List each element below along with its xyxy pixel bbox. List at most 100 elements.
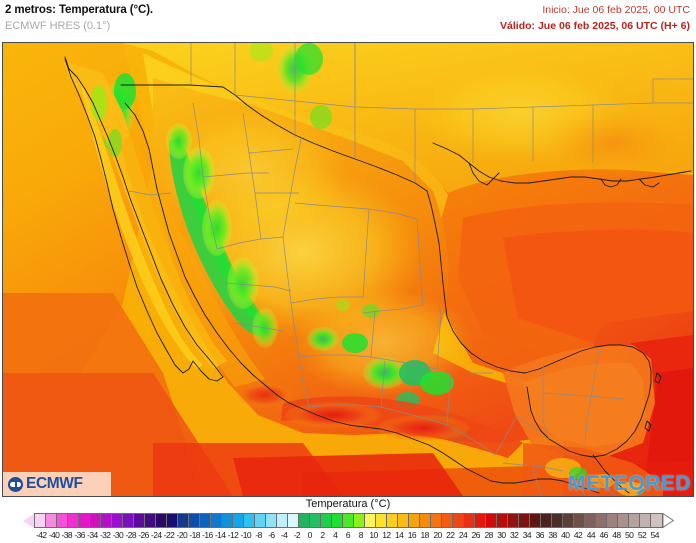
colorbar-swatch: [573, 514, 585, 527]
colorbar-tick-label: 38: [548, 530, 557, 540]
colorbar-tick-label: -28: [125, 530, 136, 540]
colorbar-tick-label: -6: [268, 530, 275, 540]
colorbar-tick-label: 26: [471, 530, 481, 540]
colorbar-swatch: [144, 514, 156, 527]
colorbar-swatch: [287, 514, 299, 527]
colorbar-swatch: [78, 514, 90, 527]
colorbar-swatch: [540, 514, 552, 527]
colorbar-swatch: [397, 514, 409, 527]
colorbar-tick-label: 0: [307, 530, 313, 540]
colorbar-tick-label: -12: [227, 530, 239, 540]
colorbar-swatch: [309, 514, 321, 527]
colorbar-swatch: [650, 514, 662, 527]
colorbar-swatch: [45, 514, 57, 527]
colorbar-tick-label: 30: [497, 530, 506, 540]
colorbar-tick-label: 34: [522, 530, 532, 540]
colorbar-tick-label: -18: [189, 530, 200, 540]
header-right-block: Inicio: Jue 06 feb 2025, 00 UTC Válido: …: [500, 3, 690, 33]
map-svg: [3, 43, 693, 496]
colorbar-swatches: [33, 513, 663, 528]
colorbar-swatch: [111, 514, 123, 527]
colorbar-swatch: [331, 514, 343, 527]
colorbar-tick-label: -40: [48, 530, 60, 540]
init-time-label: Inicio: Jue 06 feb 2025, 00 UTC: [542, 4, 690, 16]
colorbar-swatch: [100, 514, 112, 527]
colorbar-tick-label: -38: [61, 530, 73, 540]
colorbar-tick-label: -14: [214, 530, 226, 540]
colorbar-swatch: [188, 514, 200, 527]
colorbar-swatch: [342, 514, 354, 527]
colorbar-tick-label: 42: [573, 530, 583, 540]
ecmwf-logo-text: ECMWF: [26, 475, 83, 492]
colorbar-swatch: [133, 514, 145, 527]
colorbar-swatch: [485, 514, 497, 527]
colorbar-tick-label: 28: [484, 530, 493, 540]
colorbar-tick-label: 44: [586, 530, 596, 540]
colorbar-tick-label: -42: [36, 530, 47, 540]
colorbar-tick-label: 32: [510, 530, 519, 540]
colorbar-swatch: [584, 514, 596, 527]
map-frame[interactable]: ECMWF METEORED: [2, 42, 694, 497]
colorbar-swatch: [529, 514, 541, 527]
colorbar: Temperatura (°C) -42 -40 -38 -36 -34 -32 -30 -2…: [0, 497, 696, 543]
colorbar-swatch: [353, 514, 365, 527]
colorbar-swatch: [507, 514, 519, 527]
header-left-block: 2 metros: Temperatura (°C). ECMWF HRES (…: [5, 3, 153, 33]
colorbar-tick-label: -30: [112, 530, 124, 540]
colorbar-swatch: [276, 514, 288, 527]
colorbar-swatch: [419, 514, 431, 527]
colorbar-tick-label: -22: [163, 530, 175, 540]
colorbar-swatch: [34, 514, 46, 527]
colorbar-tick-label: 54: [650, 530, 660, 540]
colorbar-tick-label: 50: [625, 530, 634, 540]
temperature-raster[interactable]: [3, 43, 693, 496]
ecmwf-logo: ECMWF: [3, 472, 111, 496]
colorbar-swatch: [595, 514, 607, 527]
colorbar-tick-label: 36: [535, 530, 545, 540]
colorbar-title: Temperatura (°C): [305, 498, 391, 510]
colorbar-ticks: -42 -40 -38 -36 -34 -32 -30 -28 -26 -24 -22 -20 -18-…: [0, 529, 696, 543]
colorbar-tick-label: 12: [382, 530, 391, 540]
colorbar-tick-label: -26: [138, 530, 149, 540]
colorbar-swatch: [551, 514, 563, 527]
colorbar-tick-label: -10: [240, 530, 252, 540]
colorbar-tick-label: 46: [599, 530, 608, 540]
colorbar-max-arrow-svg: [662, 512, 674, 529]
page-title: 2 metros: Temperatura (°C).: [5, 4, 154, 16]
colorbar-swatch: [67, 514, 79, 527]
colorbar-swatch: [441, 514, 453, 527]
colorbar-swatch: [210, 514, 222, 527]
colorbar-swatch: [89, 514, 101, 527]
colorbar-tick-label: 24: [458, 530, 468, 540]
colorbar-swatch: [639, 514, 651, 527]
colorbar-swatch: [408, 514, 420, 527]
map-header: 2 metros: Temperatura (°C). ECMWF HRES (…: [0, 0, 696, 42]
colorbar-swatch: [232, 514, 244, 527]
colorbar-tick-label: 22: [446, 530, 455, 540]
colorbar-tick-label: 40: [561, 530, 570, 540]
colorbar-tick-label: 14: [394, 530, 404, 540]
colorbar-swatch: [364, 514, 376, 527]
colorbar-swatch: [474, 514, 486, 527]
colorbar-swatch: [298, 514, 310, 527]
colorbar-tick-label: -4: [280, 530, 288, 540]
colorbar-tick-label: -36: [74, 530, 85, 540]
colorbar-swatch: [562, 514, 574, 527]
colorbar-min-arrow-icon: [22, 513, 34, 528]
colorbar-swatch: [320, 514, 332, 527]
colorbar-tick-label: -20: [176, 530, 188, 540]
colorbar-swatch: [254, 514, 266, 527]
colorbar-swatch: [56, 514, 68, 527]
colorbar-tick-label: -34: [87, 530, 98, 540]
colorbar-tick-label: -8: [255, 530, 262, 540]
colorbar-max-arrow-icon: [662, 512, 674, 529]
colorbar-tick-label: 8: [358, 530, 364, 540]
colorbar-tick-label: -2: [293, 530, 301, 540]
colorbar-swatch: [463, 514, 475, 527]
colorbar-swatch: [177, 514, 189, 527]
colorbar-tick-label: 48: [612, 530, 621, 540]
colorbar-tick-label: 2: [320, 530, 325, 540]
colorbar-swatch: [243, 514, 255, 527]
colorbar-swatch: [155, 514, 167, 527]
